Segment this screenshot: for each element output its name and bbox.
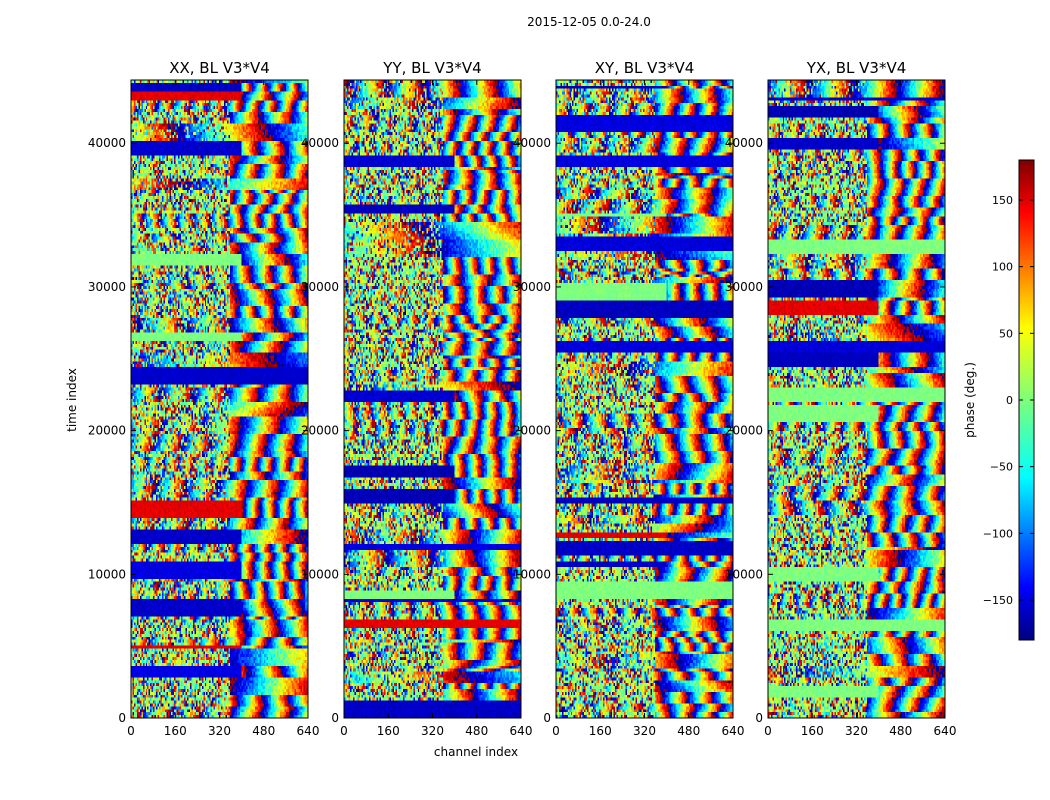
x-tick-label: 0 [127,724,135,738]
x-tick-label: 320 [845,724,868,738]
y-tick-label: 40000 [88,136,126,150]
x-tick-label: 320 [633,724,656,738]
y-tick-label: 10000 [725,567,763,581]
panel-title: YY, BL V3*V4 [382,59,481,77]
x-tick-label: 0 [552,724,560,738]
x-tick-label: 320 [208,724,231,738]
panels-group: XX, BL V3*V4 0 160 320 480 640 0 10000 20000 3000… [88,59,957,738]
colorbar-tick-label: −150 [983,594,1013,607]
y-tick-label: 10000 [513,567,551,581]
panel-1: XX, BL V3*V4 0 160 320 480 640 0 10000 20000 3000… [88,59,320,738]
x-tick-label: 640 [297,724,320,738]
y-tick-label: 40000 [513,136,551,150]
panel-4: YX, BL V3*V4 0 160 320 480 640 0 10000 20000 3000… [725,59,957,738]
y-tick-label: 0 [118,711,126,725]
x-tick-label: 160 [164,724,187,738]
x-tick-label: 480 [465,724,488,738]
phase-heatmap-2 [344,80,521,718]
phase-heatmap-4 [768,80,945,718]
panel-title: XX, BL V3*V4 [169,59,270,77]
y-tick-label: 0 [331,711,339,725]
y-tick-label: 40000 [301,136,339,150]
panel-3: XY, BL V3*V4 0 160 320 480 640 0 10000 20000 3000… [513,59,745,738]
x-tick-label: 640 [722,724,745,738]
panel-title: XY, BL V3*V4 [595,59,695,77]
y-tick-label: 20000 [725,424,763,438]
panel-title: YX, BL V3*V4 [806,59,907,77]
x-tick-label: 160 [377,724,400,738]
panel-2: YY, BL V3*V4 0 160 320 480 640 0 10000 20000 3000… [301,59,533,738]
colorbar: 150 100 50 0 −50 −100 −150 phase (deg.) [963,159,1035,641]
phase-heatmap-1 [131,80,308,718]
x-tick-label: 640 [934,724,957,738]
y-tick-label: 30000 [725,280,763,294]
y-tick-label: 10000 [301,567,339,581]
phase-heatmap-3 [556,80,733,718]
x-tick-label: 320 [421,724,444,738]
y-tick-label: 0 [755,711,763,725]
y-axis-label: time index [65,368,79,432]
colorbar-tick-label: 0 [1006,394,1013,407]
y-tick-label: 10000 [88,567,126,581]
y-tick-label: 30000 [301,280,339,294]
colorbar-tick-label: −100 [983,527,1013,540]
x-tick-label: 480 [677,724,700,738]
x-tick-label: 160 [801,724,824,738]
x-tick-label: 640 [510,724,533,738]
colorbar-ticks: 150 100 50 0 −50 −100 −150 [983,194,1034,607]
x-tick-label: 0 [340,724,348,738]
x-tick-label: 0 [764,724,772,738]
x-tick-label: 160 [589,724,612,738]
y-tick-label: 0 [543,711,551,725]
colorbar-tick-label: −50 [990,461,1013,474]
x-axis-label: channel index [434,745,518,759]
y-tick-label: 20000 [513,424,551,438]
colorbar-tick-label: 150 [992,194,1013,207]
y-tick-label: 30000 [88,280,126,294]
colorbar-label: phase (deg.) [963,362,977,438]
colorbar-tick-label: 50 [999,327,1013,340]
y-tick-label: 20000 [88,424,126,438]
colorbar-tick-label: 100 [992,261,1013,274]
y-tick-label: 30000 [513,280,551,294]
y-tick-label: 20000 [301,424,339,438]
y-tick-label: 40000 [725,136,763,150]
x-tick-label: 480 [252,724,275,738]
x-tick-label: 480 [889,724,912,738]
figure-title: 2015-12-05 0.0-24.0 [527,15,651,29]
